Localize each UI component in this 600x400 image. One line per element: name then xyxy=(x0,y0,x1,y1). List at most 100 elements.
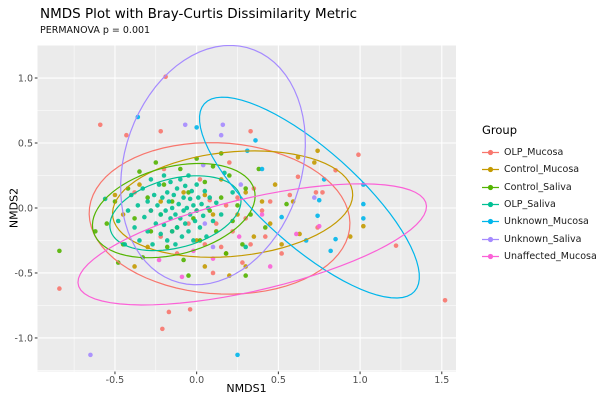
data-point xyxy=(207,195,213,200)
data-point xyxy=(181,190,186,195)
data-point xyxy=(156,257,162,263)
data-point xyxy=(243,244,248,250)
data-point xyxy=(248,242,253,247)
data-point xyxy=(202,179,208,185)
y-tick-label: 0.0 xyxy=(18,203,33,214)
data-point xyxy=(112,192,118,198)
data-point xyxy=(179,234,185,239)
data-point xyxy=(148,229,154,234)
legend-title: Group xyxy=(482,123,518,137)
data-point xyxy=(315,148,320,154)
data-point xyxy=(166,199,172,204)
data-point xyxy=(115,218,121,224)
data-point xyxy=(200,213,206,219)
data-point xyxy=(202,264,208,269)
data-point xyxy=(197,225,203,230)
data-point xyxy=(213,200,219,206)
data-point xyxy=(178,166,183,172)
data-point xyxy=(164,190,170,195)
data-point xyxy=(124,132,129,138)
data-point xyxy=(262,225,268,230)
data-point xyxy=(169,199,175,204)
data-point xyxy=(160,326,165,332)
data-point xyxy=(137,169,142,174)
legend: Group OLP_Mucosa Control_Mucosa Control_… xyxy=(478,123,600,265)
data-point xyxy=(186,229,191,234)
data-point xyxy=(218,132,224,138)
legend-items: OLP_Mucosa Control_Mucosa Control_Saliva… xyxy=(478,144,600,265)
data-point xyxy=(169,205,175,211)
data-point xyxy=(158,212,164,217)
data-point xyxy=(158,199,164,204)
data-point xyxy=(132,225,137,230)
data-point xyxy=(267,264,273,269)
confidence-ellipse-OLP_Saliva xyxy=(109,175,242,252)
data-point xyxy=(272,182,278,187)
data-point xyxy=(361,201,366,207)
data-point xyxy=(259,199,265,204)
legend-item: OLP_Saliva xyxy=(478,196,600,213)
data-point xyxy=(279,214,284,220)
data-point xyxy=(194,182,199,187)
x-tick-label: 1.0 xyxy=(353,375,368,386)
data-point xyxy=(164,244,170,250)
data-point xyxy=(197,177,203,182)
data-point xyxy=(238,182,244,187)
data-point xyxy=(223,251,229,256)
data-point xyxy=(210,164,216,169)
legend-key-icon xyxy=(482,184,499,190)
data-point xyxy=(145,199,150,204)
data-point xyxy=(160,195,165,200)
data-point xyxy=(295,154,301,160)
data-point xyxy=(166,309,172,315)
data-point xyxy=(132,216,137,221)
data-point xyxy=(361,223,366,229)
plot-subtitle: PERMANOVA p = 0.001 xyxy=(40,25,151,36)
data-point xyxy=(156,182,162,187)
data-point xyxy=(243,186,248,191)
series-OLP_Mucosa xyxy=(57,74,448,332)
data-point xyxy=(236,234,242,239)
data-point xyxy=(57,286,62,291)
data-point xyxy=(194,125,199,130)
data-point xyxy=(279,251,284,256)
data-point xyxy=(174,225,180,230)
data-point xyxy=(181,257,186,263)
data-point xyxy=(202,221,208,226)
data-point xyxy=(210,218,216,224)
data-point xyxy=(150,242,155,247)
data-point xyxy=(191,203,196,208)
data-point xyxy=(142,214,147,220)
data-point xyxy=(148,208,154,213)
data-point xyxy=(184,205,190,211)
data-point xyxy=(153,221,159,226)
data-point xyxy=(132,264,137,269)
data-point xyxy=(189,188,195,194)
data-point xyxy=(230,218,235,224)
data-point xyxy=(235,203,240,208)
data-point xyxy=(347,234,353,239)
data-point xyxy=(227,160,232,165)
data-point xyxy=(218,212,224,217)
data-point xyxy=(182,122,188,128)
x-axis-title: NMDS1 xyxy=(226,382,267,395)
data-point xyxy=(57,248,62,254)
confidence-ellipse-Control_Saliva xyxy=(91,162,256,259)
data-point xyxy=(168,179,173,185)
data-point xyxy=(173,212,178,217)
data-point xyxy=(199,201,204,207)
data-point xyxy=(192,218,198,224)
panel xyxy=(37,45,456,372)
y-tick-label: -1.0 xyxy=(14,333,33,344)
data-point xyxy=(284,201,289,207)
data-point xyxy=(279,242,284,247)
data-point xyxy=(259,212,265,217)
data-point xyxy=(259,208,265,213)
data-point xyxy=(218,244,224,250)
y-tick-label: 0.5 xyxy=(18,138,33,149)
data-point xyxy=(262,234,268,239)
data-point xyxy=(186,273,191,278)
confidence-ellipse-Unknown_Mucosa xyxy=(198,96,420,299)
legend-item-label: Unknown_Mucosa xyxy=(504,216,589,228)
